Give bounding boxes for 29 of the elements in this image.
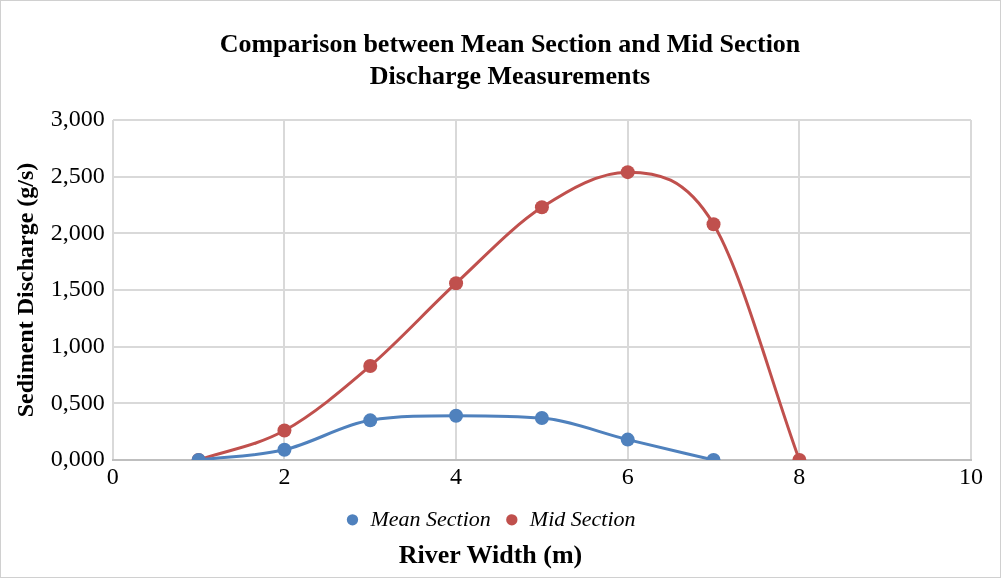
- y-tick-label: 3,000: [50, 105, 105, 132]
- x-tick-label: 10: [959, 462, 983, 489]
- y-tick-label: 0,000: [50, 445, 105, 472]
- x-tick-label: 4: [450, 462, 463, 489]
- x-axis-title: River Width (m): [398, 540, 583, 570]
- chart-title: Comparison between Mean Section and Mid Section Discharge Measurements: [218, 28, 802, 92]
- point: [277, 442, 292, 457]
- point: [277, 423, 292, 438]
- x-tick-label: 6: [621, 462, 634, 489]
- point: [620, 165, 635, 180]
- legend-label: Mid Section: [528, 505, 636, 531]
- point: [706, 217, 721, 232]
- y-tick-label: 2,000: [50, 218, 105, 245]
- y-tick-label: 1,000: [50, 331, 105, 358]
- x-tick-label: 0: [106, 462, 119, 489]
- y-tick-label: 0,500: [50, 388, 105, 415]
- point: [534, 200, 549, 215]
- point: [449, 408, 464, 423]
- point: [449, 276, 464, 291]
- y-axis-title: Sediment Discharge (g/s): [11, 162, 38, 418]
- y-tick-label: 2,500: [50, 161, 105, 188]
- x-tick-label: 8: [793, 462, 806, 489]
- legend-label: Mean Section: [369, 505, 491, 531]
- point: [363, 358, 378, 373]
- y-tick-label: 1,500: [50, 275, 105, 302]
- point: [363, 413, 378, 428]
- x-tick-label: 2: [278, 462, 291, 489]
- point: [534, 411, 549, 426]
- point: [620, 432, 635, 447]
